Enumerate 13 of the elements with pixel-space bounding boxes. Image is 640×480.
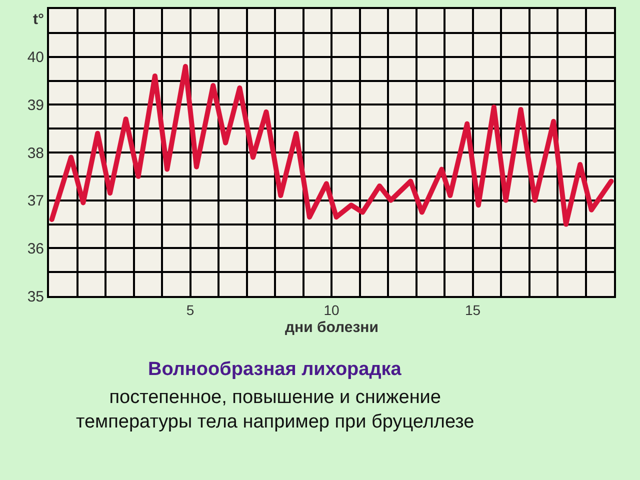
y-tick-label: 39: [27, 96, 44, 114]
y-tick-label: 36: [27, 240, 44, 258]
y-tick-label: 35: [27, 288, 44, 306]
text: постепенное, повышение и снижение температуры тела например при бруцеллезе: [76, 387, 474, 433]
x-axis-title: дни болезни: [285, 319, 378, 336]
x-tick-label: 5: [186, 302, 194, 318]
y-axis-title: t°: [33, 11, 44, 28]
x-tick-label: 15: [464, 302, 481, 318]
x-tick-label: 10: [324, 302, 340, 318]
text: Волнообразная лихорадка: [148, 359, 402, 380]
y-tick-label: 37: [27, 192, 44, 210]
y-tick-label: 38: [27, 144, 44, 162]
y-tick-label: 40: [27, 49, 44, 66]
